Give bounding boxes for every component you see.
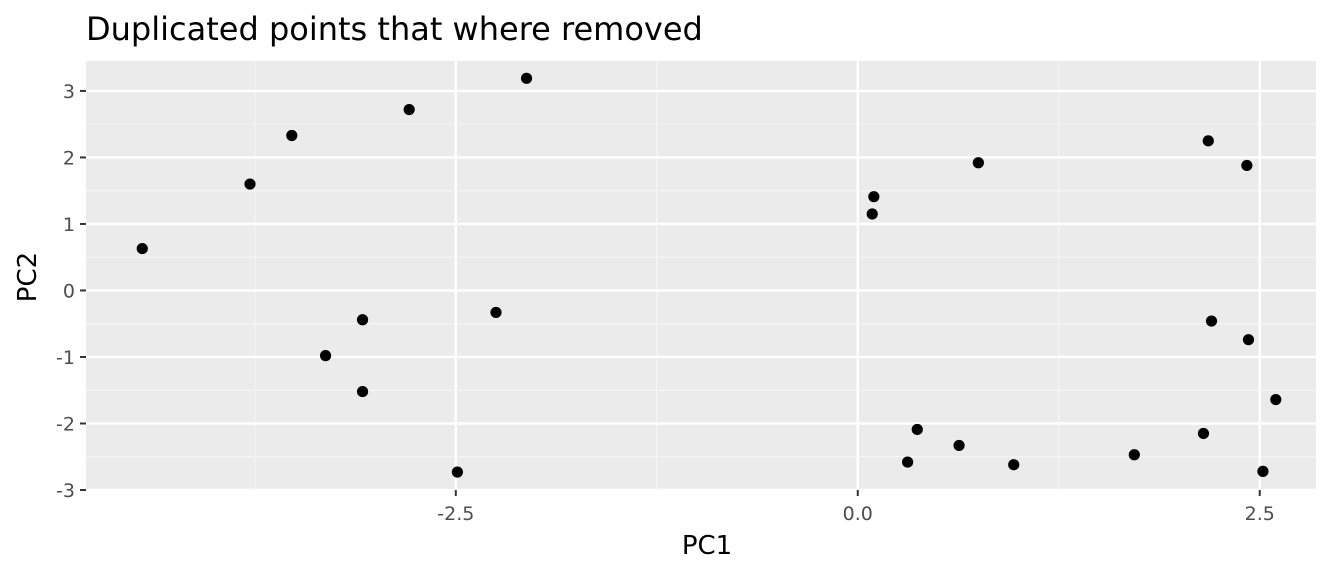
- data-point: [1270, 393, 1282, 406]
- data-point: [911, 423, 923, 436]
- y-axis: -3 -2 -1 0 1 2 3: [56, 81, 86, 502]
- x-axis-title: PC1: [682, 531, 732, 561]
- data-point: [244, 178, 256, 190]
- data-point: [1197, 427, 1210, 440]
- y-tick-label: -2: [56, 413, 75, 435]
- data-point: [1241, 159, 1253, 172]
- data-point: [1128, 449, 1140, 461]
- y-axis-title: PC2: [13, 252, 43, 302]
- minor-gridlines: [86, 61, 1316, 490]
- y-tick-label: -3: [56, 480, 75, 502]
- plot-panel: [86, 61, 1316, 490]
- data-point: [136, 242, 148, 255]
- y-tick-label: -1: [56, 347, 75, 369]
- data-point: [1205, 315, 1218, 327]
- data-point: [1008, 459, 1020, 471]
- y-tick-label: 0: [63, 280, 75, 302]
- data-point: [356, 385, 369, 398]
- x-axis: -2.5 0.0 2.5: [437, 490, 1275, 525]
- data-point: [868, 191, 880, 203]
- data-point: [866, 208, 878, 220]
- data-point: [286, 129, 298, 142]
- major-gridlines: [86, 61, 1316, 492]
- data-point: [490, 306, 502, 319]
- y-tick-label: 3: [63, 81, 75, 103]
- y-tick-label: 1: [63, 214, 75, 236]
- data-point: [1242, 334, 1255, 346]
- x-tick-label: 2.5: [1245, 503, 1275, 525]
- data-point: [451, 466, 464, 478]
- data-point: [403, 103, 415, 116]
- data-point: [953, 439, 965, 452]
- y-tick-label: 2: [63, 147, 75, 169]
- chart-title: Duplicated points that where removed: [86, 10, 703, 48]
- x-tick-label: -2.5: [437, 503, 474, 525]
- data-point: [972, 157, 984, 169]
- data-point: [356, 314, 369, 326]
- x-tick-label: 0.0: [843, 503, 873, 525]
- data-point: [1202, 135, 1214, 147]
- data-points: [136, 72, 1282, 478]
- data-point: [1257, 465, 1269, 477]
- data-point: [319, 350, 332, 362]
- data-point: [520, 72, 533, 84]
- data-point: [902, 456, 914, 468]
